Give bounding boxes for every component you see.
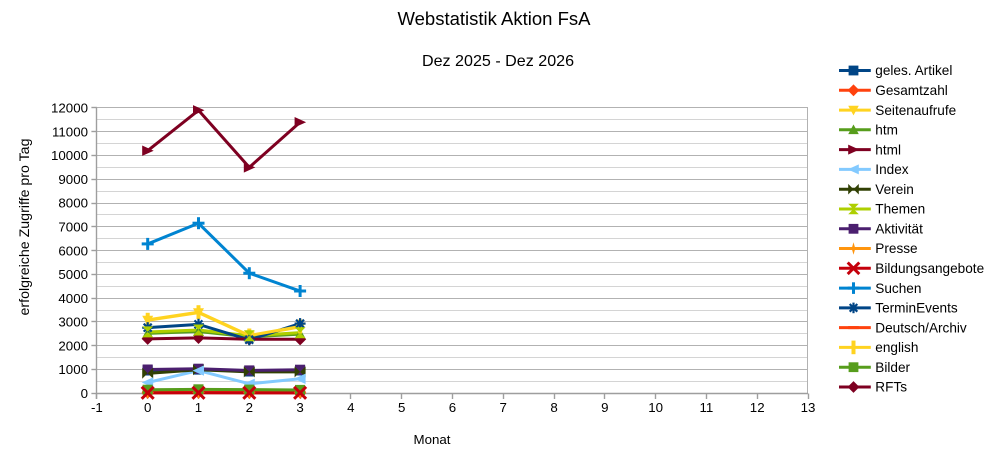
svg-text:Deutsch/Archiv: Deutsch/Archiv bbox=[875, 320, 967, 335]
svg-text:english: english bbox=[875, 340, 918, 355]
svg-text:TerminEvents: TerminEvents bbox=[875, 301, 958, 316]
svg-text:2000: 2000 bbox=[58, 338, 88, 353]
svg-text:Webstatistik Aktion FsA: Webstatistik Aktion FsA bbox=[398, 8, 592, 29]
svg-text:8: 8 bbox=[550, 400, 557, 415]
svg-text:html: html bbox=[875, 142, 901, 157]
svg-text:Suchen: Suchen bbox=[875, 281, 921, 296]
svg-text:geles. Artikel: geles. Artikel bbox=[875, 63, 952, 78]
svg-text:12000: 12000 bbox=[51, 101, 88, 116]
svg-text:erfolgreiche Zugriffe pro Tag: erfolgreiche Zugriffe pro Tag bbox=[17, 139, 33, 316]
svg-text:0: 0 bbox=[144, 400, 151, 415]
svg-text:8000: 8000 bbox=[58, 196, 88, 211]
svg-text:1: 1 bbox=[195, 400, 202, 415]
svg-text:10: 10 bbox=[648, 400, 663, 415]
svg-text:1000: 1000 bbox=[58, 362, 88, 377]
svg-text:2: 2 bbox=[246, 400, 253, 415]
svg-text:12: 12 bbox=[750, 400, 765, 415]
svg-text:Dez 2025 - Dez 2026: Dez 2025 - Dez 2026 bbox=[422, 52, 574, 70]
svg-text:10000: 10000 bbox=[51, 148, 88, 163]
svg-text:Themen: Themen bbox=[875, 202, 925, 217]
svg-text:13: 13 bbox=[801, 400, 816, 415]
svg-text:RFTs: RFTs bbox=[875, 380, 907, 395]
svg-text:htm: htm bbox=[875, 123, 898, 138]
svg-text:Aktivität: Aktivität bbox=[875, 221, 923, 236]
svg-text:Presse: Presse bbox=[875, 241, 917, 256]
svg-text:Bildungsangebote: Bildungsangebote bbox=[875, 261, 984, 276]
svg-text:11: 11 bbox=[700, 400, 714, 415]
svg-text:Monat: Monat bbox=[414, 432, 451, 447]
svg-text:-1: -1 bbox=[91, 400, 103, 415]
svg-text:4: 4 bbox=[347, 400, 354, 415]
svg-text:7: 7 bbox=[500, 400, 507, 415]
svg-text:6: 6 bbox=[449, 400, 456, 415]
svg-text:4000: 4000 bbox=[58, 291, 88, 306]
svg-text:Gesamtzahl: Gesamtzahl bbox=[875, 83, 948, 98]
svg-text:9: 9 bbox=[601, 400, 608, 415]
svg-text:Index: Index bbox=[875, 162, 908, 177]
svg-text:0: 0 bbox=[81, 386, 88, 401]
svg-text:Seitenaufrufe: Seitenaufrufe bbox=[875, 103, 956, 118]
svg-text:Verein: Verein bbox=[875, 182, 914, 197]
svg-text:7000: 7000 bbox=[58, 220, 88, 235]
svg-text:6000: 6000 bbox=[58, 243, 88, 258]
svg-text:Bilder: Bilder bbox=[875, 360, 910, 375]
svg-text:3: 3 bbox=[296, 400, 303, 415]
svg-text:3000: 3000 bbox=[58, 315, 88, 330]
svg-text:9000: 9000 bbox=[58, 172, 88, 187]
svg-text:5: 5 bbox=[398, 400, 405, 415]
svg-text:5000: 5000 bbox=[58, 267, 88, 282]
svg-text:11000: 11000 bbox=[52, 124, 88, 139]
